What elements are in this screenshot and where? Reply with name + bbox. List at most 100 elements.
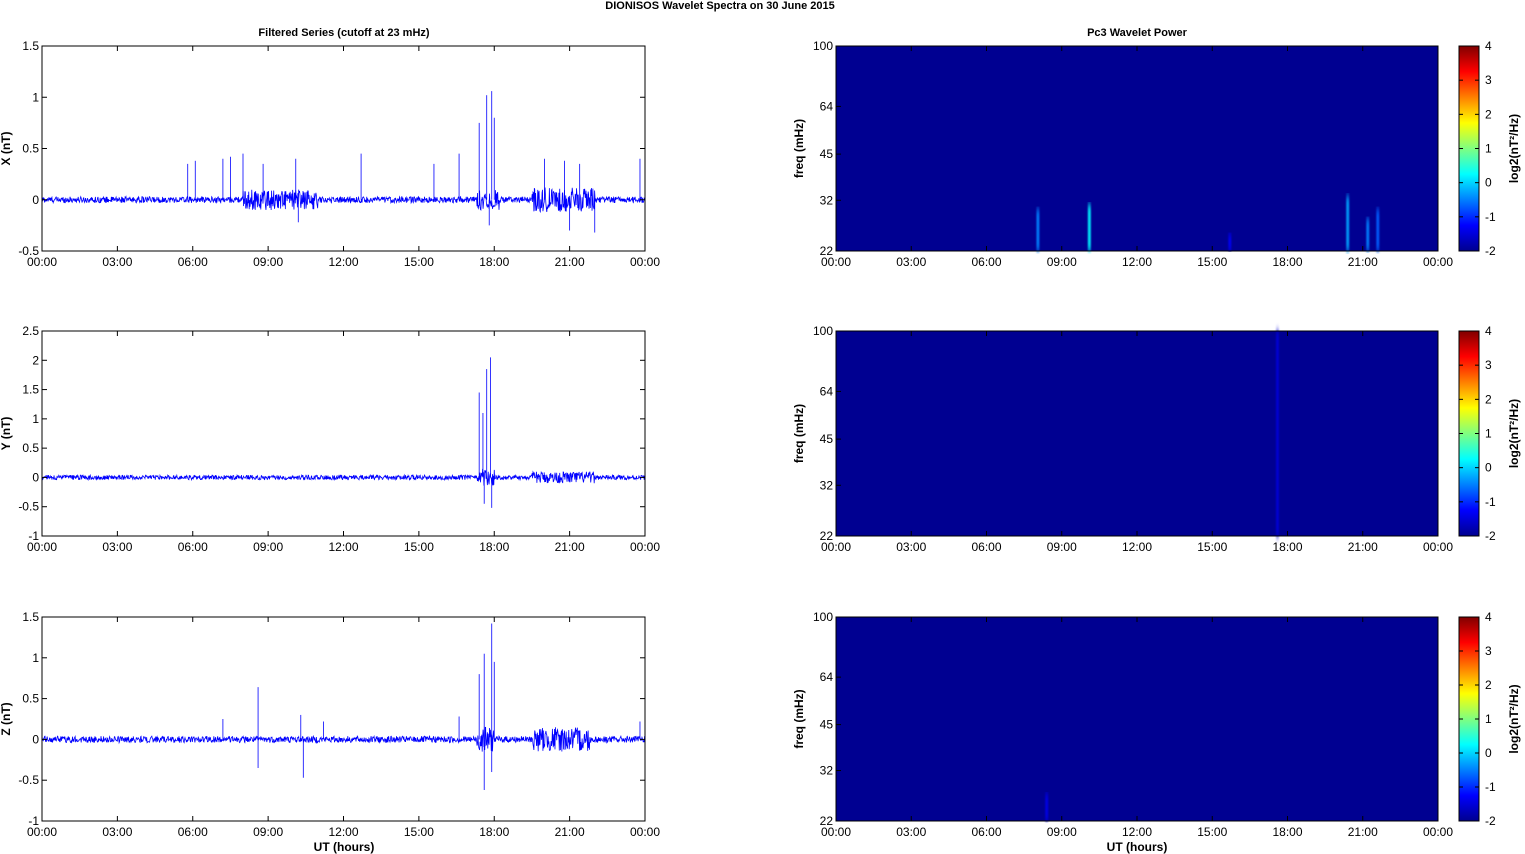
ts-xtick-label: 18:00 (479, 825, 509, 839)
ytick-label: 1 (32, 651, 39, 665)
wv-xtick-label: 09:00 (1047, 540, 1077, 554)
heatmap-background (836, 46, 1438, 251)
colorbar-tick-label: -2 (1485, 814, 1496, 828)
ts-xtick-label: 18:00 (479, 540, 509, 554)
colorbar-tick-label: -2 (1485, 244, 1496, 258)
colorbar-tick-label: 2 (1485, 392, 1492, 406)
ytick-label: -0.5 (18, 773, 39, 787)
wv-xtick-label: 12:00 (1122, 825, 1152, 839)
ytick-label: 2.5 (22, 324, 39, 338)
ts-xtick-label: 00:00 (630, 825, 660, 839)
ts-xtick-label: 18:00 (479, 255, 509, 269)
ytick-label: 64 (820, 99, 834, 113)
wv-xtick-label: 21:00 (1348, 540, 1378, 554)
plot-area (42, 617, 645, 821)
ts-xtick-label: 06:00 (178, 255, 208, 269)
ytick-label: 64 (820, 384, 834, 398)
ytick-label: 1.5 (22, 39, 39, 53)
ytick-label: 45 (820, 147, 834, 161)
ts-xtick-label: 00:00 (27, 825, 57, 839)
colorbar-tick-label: 3 (1485, 644, 1492, 658)
wavelet-power-feature (1228, 233, 1232, 251)
colorbar-tick-label: 3 (1485, 73, 1492, 87)
x-axis-label-left: UT (hours) (314, 840, 375, 854)
y-axis-label: freq (mHz) (792, 404, 806, 463)
ytick-label: 0 (32, 193, 39, 207)
wv-xtick-label: 18:00 (1272, 255, 1302, 269)
ytick-label: 32 (820, 764, 834, 778)
colorbar-tick-label: 0 (1485, 176, 1492, 190)
ytick-label: 22 (820, 814, 834, 828)
wv-xtick-label: 12:00 (1122, 540, 1152, 554)
y-axis-label: Z (nT) (0, 702, 13, 735)
ytick-label: 45 (820, 718, 834, 732)
colorbar-tick-label: 1 (1485, 142, 1492, 156)
ts-xtick-label: 15:00 (404, 255, 434, 269)
wv-xtick-label: 03:00 (896, 825, 926, 839)
ytick-label: 0.5 (22, 142, 39, 156)
colorbar-tick-label: 1 (1485, 427, 1492, 441)
wv-xtick-label: 21:00 (1348, 255, 1378, 269)
left-column-title: Filtered Series (cutoff at 23 mHz) (258, 27, 429, 39)
wv-xtick-label: 15:00 (1197, 825, 1227, 839)
ts-xtick-label: 06:00 (178, 825, 208, 839)
wavelet-power-feature (1376, 209, 1380, 251)
ytick-label: 32 (820, 478, 834, 492)
y-axis-label: X (nT) (0, 132, 13, 166)
wv-xtick-label: 03:00 (896, 255, 926, 269)
ts-xtick-label: 06:00 (178, 540, 208, 554)
y-axis-label: Y (nT) (0, 417, 13, 451)
ytick-label: -0.5 (18, 500, 39, 514)
wv-xtick-label: 00:00 (1423, 540, 1453, 554)
y-component-timeseries-plot: -1 -0.5 0 0.5 1 1.5 2 2.5 00:00 03:00 06:00 09:00 12… (0, 324, 660, 554)
x-component-timeseries-plot: -0.5 0 0.5 1 1.5 00:00 03:00 06:00 09:00 12:00 15:… (0, 39, 660, 269)
signal-trace (41, 726, 646, 752)
colorbar-label: log2(nT²/Hz) (1507, 684, 1521, 753)
wv-xtick-label: 06:00 (971, 825, 1001, 839)
wv-xtick-label: 06:00 (971, 540, 1001, 554)
ts-xtick-label: 21:00 (555, 825, 585, 839)
plot-area (42, 331, 645, 536)
wv-xtick-label: 18:00 (1272, 540, 1302, 554)
colorbar-label: log2(nT²/Hz) (1507, 399, 1521, 468)
colorbar-tick-label: 1 (1485, 712, 1492, 726)
ytick-label: 0 (32, 732, 39, 746)
colorbar-tick-label: 2 (1485, 107, 1492, 121)
ts-xtick-label: 00:00 (630, 255, 660, 269)
ytick-label: -0.5 (18, 244, 39, 258)
ts-xtick-label: 09:00 (253, 255, 283, 269)
colorbar-tick-label: -2 (1485, 529, 1496, 543)
colorbar-tick-label: 4 (1485, 610, 1492, 624)
ts-xtick-label: 00:00 (630, 540, 660, 554)
wv-xtick-label: 00:00 (821, 540, 851, 554)
ytick-label: 1.5 (22, 383, 39, 397)
ts-xtick-label: 03:00 (102, 825, 132, 839)
ts-xtick-label: 21:00 (555, 540, 585, 554)
wv-xtick-label: 06:00 (971, 255, 1001, 269)
ts-xtick-label: 12:00 (328, 540, 358, 554)
wv-xtick-label: 15:00 (1197, 540, 1227, 554)
wv-xtick-label: 09:00 (1047, 825, 1077, 839)
colorbar-label: log2(nT²/Hz) (1507, 114, 1521, 183)
y-axis-label: freq (mHz) (792, 689, 806, 748)
colorbar-tick-label: 3 (1485, 358, 1492, 372)
wv-xtick-label: 03:00 (896, 540, 926, 554)
wavelet-power-feature (1087, 204, 1091, 251)
ts-xtick-label: 03:00 (102, 540, 132, 554)
ytick-label: 2 (32, 353, 39, 367)
ytick-label: 22 (820, 244, 834, 258)
heatmap-background (836, 331, 1438, 536)
ts-xtick-label: 00:00 (27, 255, 57, 269)
heatmap-background (836, 617, 1438, 821)
colorbar-tick-label: 0 (1485, 746, 1492, 760)
wv-xtick-label: 00:00 (1423, 255, 1453, 269)
ts-xtick-label: 21:00 (555, 255, 585, 269)
x-axis-label-right: UT (hours) (1107, 840, 1168, 854)
right-column-title: Pc3 Wavelet Power (1087, 27, 1188, 39)
ytick-label: 45 (820, 432, 834, 446)
wv-xtick-label: 12:00 (1122, 255, 1152, 269)
